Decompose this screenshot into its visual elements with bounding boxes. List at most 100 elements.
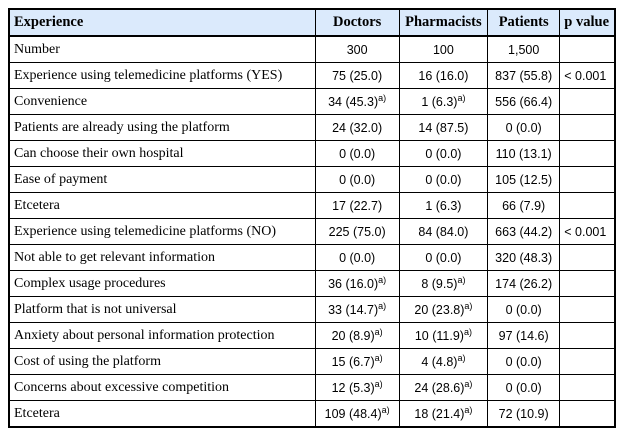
footnote-marker: a) [378,92,387,103]
p-value-cell [559,270,616,297]
p-value-cell [559,348,616,375]
footnote-marker: a) [381,404,390,415]
table-row: Platform that is not universal 33 (14.7)a… [8,296,616,323]
footnote-marker: a) [374,352,383,363]
doctors-value-cell: 109 (48.4)a) [314,400,400,428]
table-row: Experience using telemedicine platforms … [8,62,616,89]
table-row: Experience using telemedicine platforms … [8,218,616,245]
doctors-value-cell: 225 (75.0) [314,218,400,245]
doctors-value-cell: 0 (0.0) [314,166,400,193]
footnote-marker: a) [457,92,466,103]
pharmacists-value-cell: 10 (11.9)a) [398,322,489,349]
table-row: Ease of payment 0 (0.0) 0 (0.0) 105 (12.5) [8,166,616,193]
p-value-cell: < 0.001 [559,218,616,245]
row-label-cell: Anxiety about personal information prote… [8,322,316,349]
doctors-value-cell: 20 (8.9)a) [314,322,400,349]
table-row: Etcetera 109 (48.4)a) 18 (21.4)a) 72 (10.9) [8,400,616,428]
patients-value-cell: 66 (7.9) [487,192,561,219]
table-body: Number 300 100 1,500 Experience using teleme… [8,35,616,428]
doctors-value-cell: 24 (32.0) [314,114,400,141]
doctors-value-cell: 36 (16.0)a) [314,270,400,297]
doctors-value-cell: 0 (0.0) [314,244,400,271]
row-label-cell: Can choose their own hospital [8,140,316,167]
pharmacists-value-cell: 100 [398,35,489,63]
row-label-cell: Experience using telemedicine platforms … [8,218,316,245]
pharmacists-value-cell: 1 (6.3)a) [398,88,489,115]
row-label-cell: Etcetera [8,192,316,219]
footnote-marker: a) [378,300,387,311]
row-label-cell: Not able to get relevant information [8,244,316,271]
experience-table: Experience Doctors Pharmacists Patients p va… [8,8,616,428]
footnote-marker: a) [457,352,466,363]
table-row: Patients are already using the platform 2… [8,114,616,141]
pharmacists-value-cell: 24 (28.6)a) [398,374,489,401]
table-row: Complex usage procedures 36 (16.0)a) 8 (9.… [8,270,616,297]
pharmacists-value-cell: 14 (87.5) [398,114,489,141]
p-value-cell [559,400,616,428]
p-value-cell [559,192,616,219]
pharmacists-value-cell: 4 (4.8)a) [398,348,489,375]
table-row: Etcetera 17 (22.7) 1 (6.3) 66 (7.9) [8,192,616,219]
row-label-cell: Cost of using the platform [8,348,316,375]
patients-value-cell: 110 (13.1) [487,140,561,167]
patients-value-cell: 320 (48.3) [487,244,561,271]
patients-value-cell: 556 (66.4) [487,88,561,115]
column-header-experience: Experience [8,8,316,37]
doctors-value-cell: 300 [314,35,400,63]
row-label-cell: Experience using telemedicine platforms … [8,62,316,89]
doctors-value-cell: 33 (14.7)a) [314,296,400,323]
footnote-marker: a) [464,378,473,389]
patients-value-cell: 1,500 [487,35,561,63]
row-label-cell: Platform that is not universal [8,296,316,323]
patients-value-cell: 0 (0.0) [487,374,561,401]
patients-value-cell: 0 (0.0) [487,296,561,323]
doctors-value-cell: 75 (25.0) [314,62,400,89]
column-header-pharmacists: Pharmacists [398,8,489,37]
pharmacists-value-cell: 0 (0.0) [398,140,489,167]
row-label-cell: Patients are already using the platform [8,114,316,141]
footnote-marker: a) [374,378,383,389]
doctors-value-cell: 12 (5.3)a) [314,374,400,401]
pharmacists-value-cell: 0 (0.0) [398,166,489,193]
patients-value-cell: 105 (12.5) [487,166,561,193]
doctors-value-cell: 0 (0.0) [314,140,400,167]
p-value-cell [559,114,616,141]
pharmacists-value-cell: 1 (6.3) [398,192,489,219]
footnote-marker: a) [463,326,472,337]
column-header-doctors: Doctors [314,8,400,37]
table-row: Convenience 34 (45.3)a) 1 (6.3)a) 556 (66.4… [8,88,616,115]
patients-value-cell: 174 (26.2) [487,270,561,297]
row-label-cell: Concerns about excessive competition [8,374,316,401]
patients-value-cell: 97 (14.6) [487,322,561,349]
pharmacists-value-cell: 18 (21.4)a) [398,400,489,428]
pharmacists-value-cell: 84 (84.0) [398,218,489,245]
patients-value-cell: 0 (0.0) [487,114,561,141]
doctors-value-cell: 17 (22.7) [314,192,400,219]
p-value-cell [559,140,616,167]
table-row: Concerns about excessive competition 12 (… [8,374,616,401]
p-value-cell [559,244,616,271]
patients-value-cell: 663 (44.2) [487,218,561,245]
pharmacists-value-cell: 0 (0.0) [398,244,489,271]
patients-value-cell: 0 (0.0) [487,348,561,375]
footnote-marker: a) [464,404,473,415]
row-label-cell: Complex usage procedures [8,270,316,297]
p-value-cell: < 0.001 [559,62,616,89]
pharmacists-value-cell: 20 (23.8)a) [398,296,489,323]
p-value-cell [559,296,616,323]
row-label-cell: Ease of payment [8,166,316,193]
footnote-marker: a) [378,274,387,285]
p-value-cell [559,88,616,115]
doctors-value-cell: 15 (6.7)a) [314,348,400,375]
header-row: Experience Doctors Pharmacists Patients p va… [8,8,616,37]
row-label-cell: Number [8,35,316,63]
table-row: Anxiety about personal information prote… [8,322,616,349]
pharmacists-value-cell: 8 (9.5)a) [398,270,489,297]
column-header-patients: Patients [487,8,561,37]
doctors-value-cell: 34 (45.3)a) [314,88,400,115]
p-value-cell [559,35,616,63]
table-row: Number 300 100 1,500 [8,35,616,63]
table-row: Cost of using the platform 15 (6.7)a) 4 (4… [8,348,616,375]
footnote-marker: a) [464,300,473,311]
